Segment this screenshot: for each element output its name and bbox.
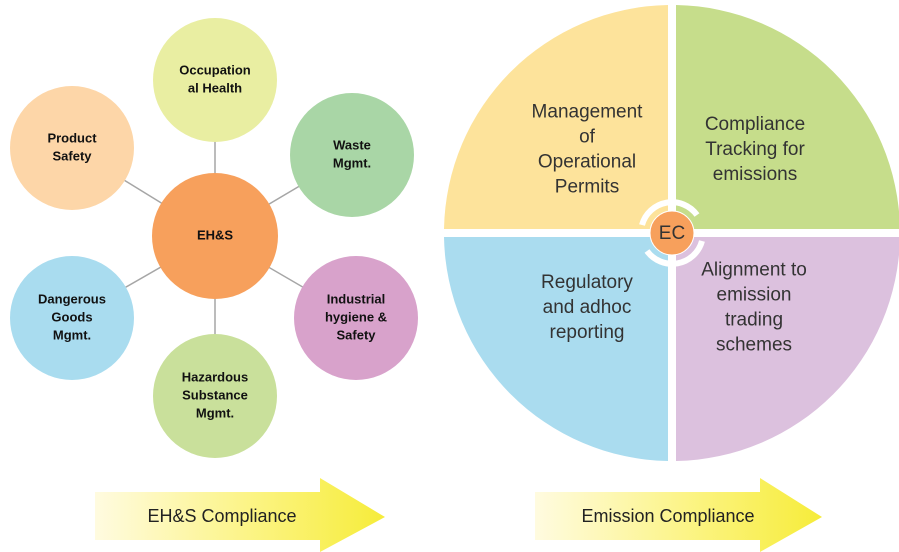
center-node bbox=[152, 173, 278, 299]
label-line: trading bbox=[725, 310, 783, 331]
label-line: Occupation bbox=[179, 62, 251, 77]
emission-diagram: Management of Operational Permits Compliance… bbox=[444, 5, 899, 461]
label-line: Operational bbox=[538, 152, 636, 173]
label-line: Management bbox=[532, 102, 644, 123]
label-line: al Health bbox=[188, 80, 242, 95]
label-line: Dangerous bbox=[38, 291, 106, 306]
label-line: hygiene & bbox=[325, 309, 387, 324]
label-line: Hazardous bbox=[182, 369, 248, 384]
node bbox=[290, 93, 414, 217]
quadrant bbox=[676, 237, 899, 461]
label-line: Tracking for bbox=[705, 139, 805, 160]
label-line: Industrial bbox=[327, 291, 386, 306]
label-line: Waste bbox=[333, 137, 371, 152]
node bbox=[294, 256, 418, 380]
node bbox=[10, 86, 134, 210]
center-label: EC bbox=[659, 223, 685, 244]
ehs-diagram: EH&S Occupation al Health Waste Mgmt. Industr… bbox=[10, 18, 418, 458]
arrow bbox=[535, 478, 822, 552]
center-node bbox=[649, 210, 695, 256]
label-line: Substance bbox=[182, 387, 248, 402]
arrow-label: EH&S Compliance bbox=[147, 506, 296, 526]
label-line: Product bbox=[47, 130, 97, 145]
quadrant bbox=[676, 5, 899, 229]
label-line: EH&S bbox=[197, 227, 233, 242]
label-line: schemes bbox=[716, 335, 792, 356]
quadrant bbox=[444, 5, 668, 229]
label-line: Mgmt. bbox=[333, 155, 371, 170]
label-line: Mgmt. bbox=[53, 327, 91, 342]
quadrant bbox=[444, 237, 668, 461]
label-line: reporting bbox=[550, 322, 625, 343]
label-line: emission bbox=[717, 285, 792, 306]
label-line: Alignment to bbox=[701, 260, 807, 281]
cycle-arrow bbox=[639, 199, 700, 226]
label-line: Goods bbox=[51, 309, 92, 324]
label-line: Safety bbox=[336, 327, 376, 342]
label-line: Compliance bbox=[705, 114, 805, 135]
label-line: Permits bbox=[555, 177, 619, 198]
label-line: and adhoc bbox=[543, 297, 632, 318]
label-line: emissions bbox=[713, 164, 797, 185]
label-line: of bbox=[579, 127, 596, 148]
node bbox=[10, 256, 134, 380]
label-line: Safety bbox=[52, 148, 92, 163]
label-line: Mgmt. bbox=[196, 405, 234, 420]
arrow bbox=[95, 478, 385, 552]
node bbox=[153, 18, 277, 142]
cycle-arrow bbox=[644, 240, 705, 267]
node bbox=[153, 334, 277, 458]
label-line: Regulatory bbox=[541, 272, 633, 293]
arrow-label: Emission Compliance bbox=[581, 506, 754, 526]
